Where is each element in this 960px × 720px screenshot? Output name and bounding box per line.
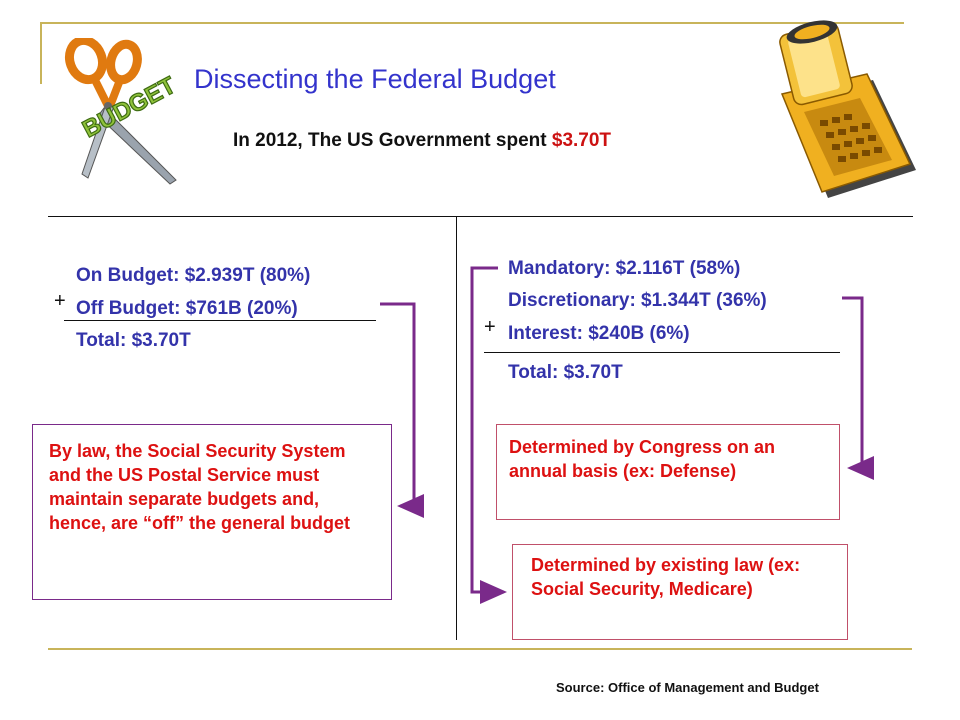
right-sum-rule (484, 352, 840, 353)
discretionary-note-text: Determined by Congress on an annual basi… (509, 437, 776, 481)
left-plus-sign: + (54, 290, 66, 312)
off-budget-note: By law, the Social Security System and t… (32, 424, 392, 600)
mandatory-arrow (470, 266, 507, 604)
discretionary-line: Discretionary: $1.344T (36%) (508, 290, 767, 311)
mandatory-note-text: Determined by existing law (ex: Social S… (531, 555, 801, 599)
spending-total-amount: $3.70T (551, 130, 612, 151)
frame-line-bottom (48, 648, 912, 650)
left-sum-rule (64, 320, 376, 321)
source-citation: Source: Office of Management and Budget (556, 680, 819, 695)
frame-line-top (40, 22, 904, 24)
scissors-budget-icon: BUDGET (64, 38, 181, 185)
frame-line-left (40, 22, 42, 84)
spending-summary: In 2012, The US Government spent $3.70T (233, 130, 611, 152)
adding-machine-icon (779, 20, 916, 198)
interest-line: Interest: $240B (6%) (508, 323, 690, 344)
mandatory-line: Mandatory: $2.116T (58%) (508, 258, 741, 279)
left-total: Total: $3.70T (76, 330, 191, 351)
discretionary-arrow (842, 296, 874, 480)
mandatory-note: Determined by existing law (ex: Social S… (512, 544, 848, 640)
on-budget-line: On Budget: $2.939T (80%) (76, 265, 311, 286)
right-plus-sign: + (484, 316, 496, 338)
spending-summary-text: In 2012, The US Government spent (233, 130, 552, 151)
off-budget-note-text: By law, the Social Security System and t… (49, 441, 351, 533)
discretionary-note: Determined by Congress on an annual basi… (496, 424, 840, 520)
right-total: Total: $3.70T (508, 362, 623, 383)
horizontal-divider (48, 216, 913, 217)
page-title: Dissecting the Federal Budget (194, 64, 556, 94)
vertical-divider (456, 216, 457, 640)
off-budget-arrow (380, 302, 424, 518)
off-budget-line: Off Budget: $761B (20%) (76, 298, 298, 319)
